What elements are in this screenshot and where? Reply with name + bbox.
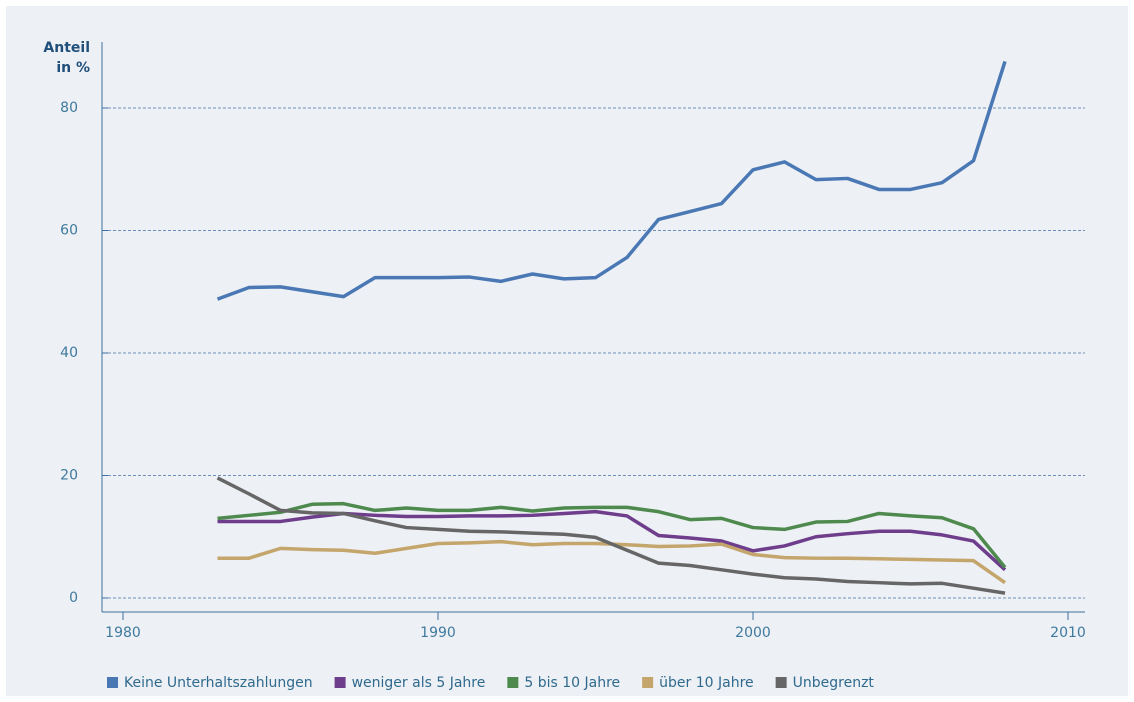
legend-label: weniger als 5 Jahre: [352, 675, 486, 691]
y-tick-label: 40: [60, 345, 78, 361]
legend-swatch: [642, 677, 654, 688]
legend: Keine Unterhaltszahlungen weniger als 5 J…: [107, 675, 874, 691]
panel: [6, 6, 1128, 696]
legend-label: Keine Unterhaltszahlungen: [124, 675, 313, 691]
legend-swatch: [107, 677, 118, 688]
legend-label: 5 bis 10 Jahre: [524, 675, 620, 691]
legend-label: über 10 Jahre: [659, 675, 754, 691]
series-line: [217, 501, 1007, 569]
series-line: [216, 60, 1007, 301]
legend-swatch: [334, 677, 346, 688]
series-line: [216, 476, 1006, 595]
x-tick-label: 2000: [735, 625, 771, 641]
x-tick-label: 1990: [420, 625, 456, 641]
legend-swatch: [507, 677, 519, 688]
legend-swatch: [775, 677, 787, 688]
x-tick-label: 1980: [105, 625, 141, 641]
y-axis-label: Anteil in %: [43, 40, 90, 76]
x-tick-label: 2010: [1050, 625, 1086, 641]
y-tick-label: 80: [60, 100, 78, 116]
legend-label: Unbegrenzt: [793, 675, 875, 691]
y-tick-label: 20: [60, 468, 78, 484]
y-tick-label: 0: [69, 590, 78, 606]
y-tick-label: 60: [60, 223, 78, 239]
